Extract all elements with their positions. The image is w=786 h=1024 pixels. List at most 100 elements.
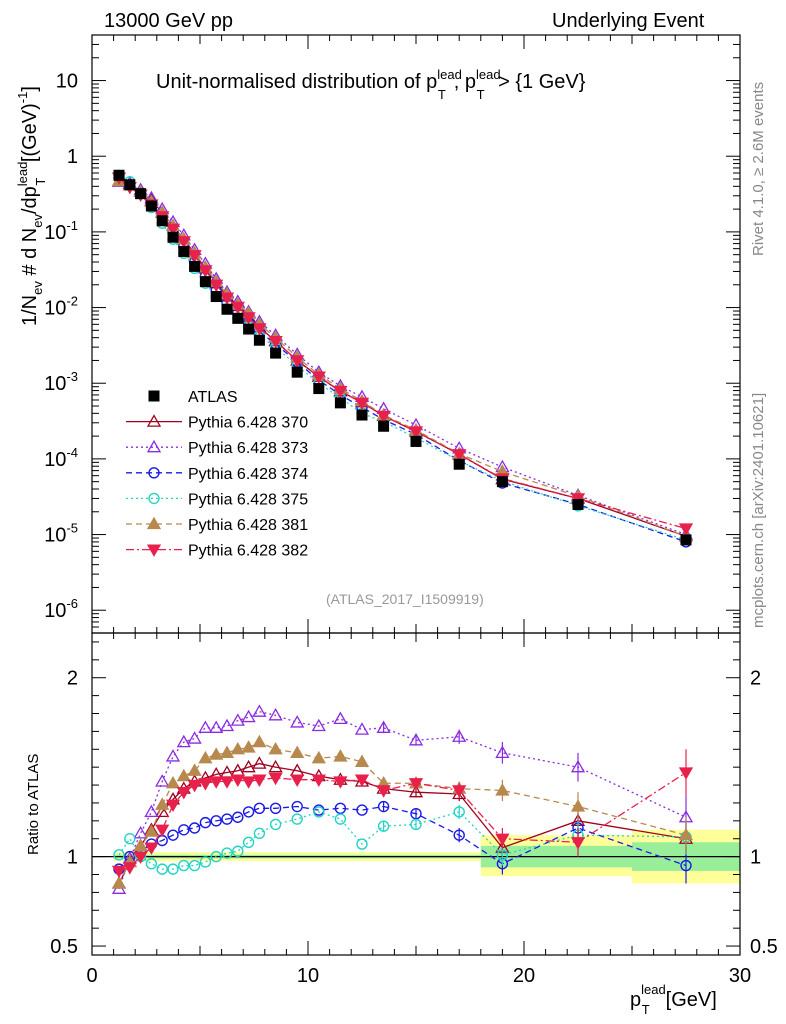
ratio-point-pythia-6-428-374-24	[680, 859, 692, 872]
line-pythia-6-428-381	[118, 180, 687, 537]
ratio-point-pythia-6-428-375-13	[253, 827, 266, 840]
series-pythia-6-428-381	[111, 173, 694, 542]
ratio-point-pythia-6-428-382-22	[495, 833, 510, 847]
legend-marker-pythia-6-428-373	[146, 439, 162, 453]
ratio-point-pythia-6-428-373-22	[495, 745, 510, 759]
ratio-point-pythia-6-428-381-3	[144, 824, 159, 837]
ratio-point-pythia-6-428-381-6	[176, 768, 191, 782]
ratio-point-pythia-6-428-375-6	[178, 859, 190, 872]
legend-label-pythia-6-428-375: Pythia 6.428 375	[188, 491, 308, 508]
ratio-point-pythia-6-428-381-12	[241, 740, 256, 753]
ratio-point-pythia-6-428-375-18	[356, 838, 368, 850]
ratio-point-pythia-6-428-382-4	[155, 824, 170, 838]
ratio-point-pythia-6-428-373-23	[570, 759, 586, 773]
y-tick-label-base-1: 10	[44, 525, 66, 547]
point-pythia-6-428-382-19	[376, 410, 391, 424]
y-tick-label-base-2: 10	[44, 449, 66, 471]
y-tick-label-base-7: 10	[56, 71, 78, 93]
legend-marker-pythia-6-428-370	[146, 414, 162, 427]
ratio-point-pythia-6-428-381-4	[155, 797, 170, 810]
ratio-point-pythia-6-428-373-20	[408, 733, 424, 746]
ratio-point-pythia-6-428-382-20	[408, 778, 424, 791]
point-atlas-15	[291, 366, 303, 378]
x-tick-label-10: 10	[297, 965, 319, 987]
ratio-point-pythia-6-428-382-9	[209, 776, 224, 789]
point-pythia-6-428-382-24	[678, 523, 694, 536]
ratio-point-pythia-6-428-382-18	[354, 774, 370, 787]
main-y-axis-label: 1/Nev # d Nev/dplead T [(GeV)-1]	[15, 86, 48, 326]
y-tick-label-main-4: 10-2	[44, 294, 78, 320]
y-tick-label-base-5: 10	[44, 222, 66, 244]
y-tick-label-main-3: 10-3	[44, 369, 78, 395]
ratio-point-pythia-6-428-370-14	[268, 759, 283, 773]
ratio-point-pythia-6-428-382-17	[333, 776, 348, 789]
y-tick-label-main-0: 10-6	[44, 596, 78, 622]
ratio-point-pythia-6-428-382-19	[376, 785, 391, 798]
legend-label-pythia-6-428-374: Pythia 6.428 374	[188, 466, 308, 483]
point-pythia-6-428-382-14	[268, 335, 283, 349]
ratio-point-pythia-6-428-374-20	[410, 807, 422, 820]
ratio-point-pythia-6-428-381-24	[678, 827, 694, 841]
ratio-point-pythia-6-428-375-5	[167, 863, 179, 875]
point-pythia-6-428-382-9	[209, 279, 224, 293]
ratio-point-pythia-6-428-374-17	[334, 802, 347, 815]
ratio-point-pythia-6-428-375-21	[453, 806, 465, 818]
point-pythia-6-428-382-17	[333, 385, 348, 399]
ratio-point-pythia-6-428-373-7	[187, 731, 202, 744]
header-right: Underlying Event	[552, 10, 705, 32]
ratio-point-pythia-6-428-375-9	[210, 850, 222, 863]
legend-item-pythia-6-428-381: Pythia 6.428 381	[126, 516, 308, 534]
series-pythia-6-428-375	[113, 169, 692, 546]
legend-label-pythia-6-428-370: Pythia 6.428 370	[188, 415, 308, 432]
legend: ATLAS Pythia 6.428 370 Pythia 6.428 373 Pyt…	[126, 389, 308, 560]
ratio-point-pythia-6-428-381-17	[333, 749, 348, 762]
y-tick-label-main-7: 10	[56, 71, 78, 93]
ratio-point-pythia-6-428-382-23	[570, 837, 586, 850]
y-tick-label-exp-2: -4	[66, 445, 78, 460]
ratio-point-pythia-6-428-374-13	[253, 802, 266, 815]
ratio-point-pythia-6-428-382-5	[165, 799, 181, 813]
ratio-point-pythia-6-428-373-6	[176, 734, 191, 748]
ratio-point-pythia-6-428-374-19	[377, 800, 390, 813]
ratio-point-pythia-6-428-373-18	[354, 722, 370, 735]
ratio-point-pythia-6-428-373-8	[198, 720, 213, 733]
ratio-point-pythia-6-428-373-9	[209, 720, 224, 733]
legend-marker-pythia-6-428-382	[146, 544, 162, 557]
ratio-point-pythia-6-428-370-20	[408, 784, 424, 798]
point-atlas-19	[378, 420, 390, 432]
ratio-point-pythia-6-428-381-7	[187, 763, 202, 776]
point-pythia-6-428-382-15	[290, 355, 305, 368]
y-tick-label-base-0: 10	[44, 600, 66, 622]
ratio-y-axis-label: Ratio to ATLAS	[25, 754, 42, 855]
ratio-point-pythia-6-428-381-11	[230, 741, 245, 755]
legend-item-atlas: ATLAS	[148, 389, 238, 406]
ratio-point-pythia-6-428-373-4	[155, 774, 170, 787]
point-pythia-6-428-382-20	[408, 426, 424, 439]
ratio-point-pythia-6-428-373-16	[311, 718, 326, 732]
point-atlas-20	[410, 435, 422, 447]
legend-item-pythia-6-428-373: Pythia 6.428 373	[126, 439, 308, 457]
ratio-point-pythia-6-428-370-13	[252, 756, 267, 769]
y-tick-label-main-6: 1	[67, 146, 78, 168]
ratio-point-pythia-6-428-381-10	[219, 745, 235, 759]
y-tick-label-base-4: 10	[44, 298, 66, 320]
ratio-point-pythia-6-428-375-17	[334, 813, 347, 825]
y-tick-label-exp-1: -5	[66, 521, 78, 536]
y-tick-label-base-6: 1	[67, 146, 78, 168]
point-pythia-6-428-382-5	[165, 223, 181, 237]
ratio-point-pythia-6-428-373-2	[133, 826, 148, 839]
y-tick-label-main-5: 10-1	[44, 218, 78, 244]
point-pythia-6-428-382-10	[219, 292, 235, 306]
point-atlas-1	[124, 179, 136, 191]
point-atlas-14	[270, 347, 282, 359]
point-atlas-11	[232, 312, 244, 324]
ratio-point-pythia-6-428-382-21	[452, 785, 467, 798]
ratio-point-pythia-6-428-382-1	[122, 862, 137, 875]
point-pythia-6-428-382-8	[198, 265, 213, 278]
ratio-point-pythia-6-428-373-3	[144, 804, 159, 818]
ratio-point-pythia-6-428-375-15	[291, 813, 303, 825]
point-atlas-21	[453, 458, 465, 470]
series-pythia-6-428-370	[111, 173, 694, 542]
point-atlas-3	[145, 200, 157, 212]
